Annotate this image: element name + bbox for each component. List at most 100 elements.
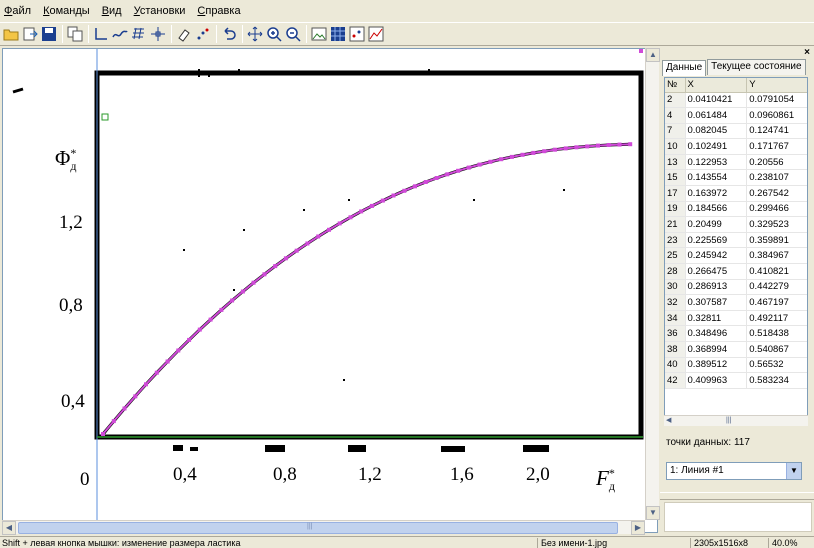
undo-icon[interactable] bbox=[220, 25, 238, 43]
digitized-point[interactable] bbox=[563, 146, 568, 151]
column-y[interactable]: Y bbox=[746, 78, 807, 93]
zoom-in-icon[interactable] bbox=[265, 25, 283, 43]
table-row[interactable]: 7 0.082045 0.124741 bbox=[665, 123, 807, 140]
points-icon[interactable] bbox=[194, 25, 212, 43]
canvas-horizontal-scrollbar[interactable]: ◀ ||| ▶ bbox=[2, 520, 645, 535]
digitized-point[interactable] bbox=[165, 359, 170, 364]
copy-icon[interactable] bbox=[66, 25, 84, 43]
digitized-point[interactable] bbox=[219, 307, 224, 312]
digitized-point[interactable] bbox=[305, 241, 310, 246]
digitized-point[interactable] bbox=[251, 280, 256, 285]
grid-view-icon[interactable] bbox=[329, 25, 347, 43]
digitized-point[interactable] bbox=[542, 149, 547, 154]
menu-commands[interactable]: Команды bbox=[43, 5, 90, 17]
scroll-right-icon[interactable]: ▶ bbox=[631, 521, 645, 535]
digitized-point[interactable] bbox=[574, 145, 579, 150]
digitized-point[interactable] bbox=[456, 168, 461, 173]
table-row[interactable]: 10 0.102491 0.171767 bbox=[665, 138, 807, 155]
table-row[interactable]: 17 0.163972 0.267542 bbox=[665, 185, 807, 202]
digitized-point[interactable] bbox=[348, 215, 353, 220]
menu-help[interactable]: Справка bbox=[197, 5, 241, 17]
grid-icon[interactable] bbox=[130, 25, 148, 43]
digitized-point[interactable] bbox=[423, 180, 428, 184]
digitized-point[interactable] bbox=[101, 432, 105, 436]
table-row[interactable]: 19 0.184566 0.299466 bbox=[665, 201, 807, 218]
digitized-point[interactable] bbox=[262, 272, 267, 277]
digitized-point[interactable] bbox=[197, 327, 202, 332]
digitized-point[interactable] bbox=[520, 152, 525, 157]
digitized-point[interactable] bbox=[434, 176, 439, 180]
canvas-vertical-scrollbar[interactable]: ▲ ▼ bbox=[645, 48, 660, 520]
export-icon[interactable] bbox=[21, 25, 39, 43]
image-icon[interactable] bbox=[310, 25, 328, 43]
digitized-point[interactable] bbox=[391, 193, 396, 198]
table-row[interactable]: 28 0.266475 0.410821 bbox=[665, 263, 807, 280]
digitized-point[interactable] bbox=[337, 221, 342, 226]
table-row[interactable]: 23 0.225569 0.359891 bbox=[665, 232, 807, 249]
table-row[interactable]: 34 0.32811 0.492117 bbox=[665, 310, 807, 327]
save-icon[interactable] bbox=[40, 25, 58, 43]
digitized-point[interactable] bbox=[154, 370, 159, 375]
scroll-up-icon[interactable]: ▲ bbox=[646, 48, 660, 62]
panel-splitter[interactable] bbox=[660, 492, 814, 500]
table-row[interactable]: 38 0.368994 0.540867 bbox=[665, 341, 807, 358]
table-row[interactable]: 21 0.20499 0.329523 bbox=[665, 216, 807, 233]
menu-view[interactable]: Вид bbox=[101, 5, 122, 17]
digitized-point[interactable] bbox=[585, 144, 590, 149]
digitized-point[interactable] bbox=[294, 248, 299, 253]
digitized-point[interactable] bbox=[531, 150, 536, 155]
scroll-down-icon[interactable]: ▼ bbox=[646, 506, 660, 520]
digitized-point[interactable] bbox=[552, 147, 557, 152]
digitized-point[interactable] bbox=[187, 337, 192, 342]
table-row[interactable]: 40 0.389512 0.56532 bbox=[665, 357, 807, 374]
point-icon[interactable] bbox=[149, 25, 167, 43]
data-table[interactable]: № X Y 2 0.0410421 0.0791054 4 0.061484 0.0960… bbox=[664, 77, 808, 417]
digitized-point[interactable] bbox=[283, 256, 288, 261]
table-row[interactable]: 4 0.061484 0.0960861 bbox=[665, 107, 807, 124]
eraser-icon[interactable] bbox=[175, 25, 193, 43]
curve-icon[interactable] bbox=[111, 25, 129, 43]
scroll-left-icon[interactable]: ◀ bbox=[2, 521, 16, 535]
zoom-out-icon[interactable] bbox=[284, 25, 302, 43]
table-row[interactable]: 42 0.409963 0.583234 bbox=[665, 372, 807, 389]
digitized-point[interactable] bbox=[606, 143, 611, 147]
table-row[interactable]: 25 0.245942 0.384967 bbox=[665, 247, 807, 265]
table-row[interactable]: 32 0.307587 0.467197 bbox=[665, 294, 807, 311]
digitized-point[interactable] bbox=[176, 348, 181, 353]
table-row[interactable]: 30 0.286913 0.442279 bbox=[665, 279, 807, 296]
table-horizontal-scrollbar[interactable]: ◀ ||| bbox=[664, 415, 808, 426]
tab-current-state[interactable]: Текущее состояние bbox=[707, 59, 806, 75]
digitized-point[interactable] bbox=[488, 159, 493, 164]
digitized-point[interactable] bbox=[359, 209, 364, 214]
digitized-point[interactable] bbox=[499, 157, 504, 162]
digitized-point[interactable] bbox=[380, 198, 385, 203]
digitized-point[interactable] bbox=[316, 234, 321, 239]
column-number[interactable]: № bbox=[665, 78, 686, 93]
digitized-point[interactable] bbox=[273, 264, 278, 269]
digitized-point[interactable] bbox=[413, 184, 417, 189]
column-x[interactable]: X bbox=[685, 78, 748, 93]
digitized-point[interactable] bbox=[477, 162, 482, 167]
table-row[interactable]: 15 0.143554 0.238107 bbox=[665, 169, 807, 187]
digitized-point[interactable] bbox=[445, 172, 450, 177]
open-icon[interactable] bbox=[2, 25, 20, 43]
line-select[interactable]: 1: Линия #1 ▼ bbox=[666, 462, 802, 480]
move-icon[interactable] bbox=[246, 25, 264, 43]
digitized-point[interactable] bbox=[230, 298, 235, 303]
chevron-down-icon[interactable]: ▼ bbox=[786, 463, 801, 479]
table-row[interactable]: 13 0.122953 0.20556 bbox=[665, 154, 807, 171]
digitized-point[interactable] bbox=[639, 49, 643, 53]
dots-icon[interactable] bbox=[348, 25, 366, 43]
digitized-point[interactable] bbox=[133, 394, 138, 399]
digitized-point[interactable] bbox=[596, 143, 600, 148]
digitized-point[interactable] bbox=[208, 317, 213, 322]
digitized-point[interactable] bbox=[628, 142, 633, 147]
digitized-point[interactable] bbox=[402, 188, 407, 193]
image-canvas[interactable]: Φ*д 1,2 0,8 0,4 0 0,4 0,8 1,2 1,6 2,0 F*… bbox=[2, 48, 658, 533]
table-row[interactable]: 2 0.0410421 0.0791054 bbox=[665, 92, 807, 109]
chart-icon[interactable] bbox=[367, 25, 385, 43]
digitized-point[interactable] bbox=[122, 406, 127, 411]
digitized-point[interactable] bbox=[144, 382, 148, 387]
scroll-thumb[interactable] bbox=[18, 522, 618, 534]
digitized-point[interactable] bbox=[509, 154, 514, 159]
